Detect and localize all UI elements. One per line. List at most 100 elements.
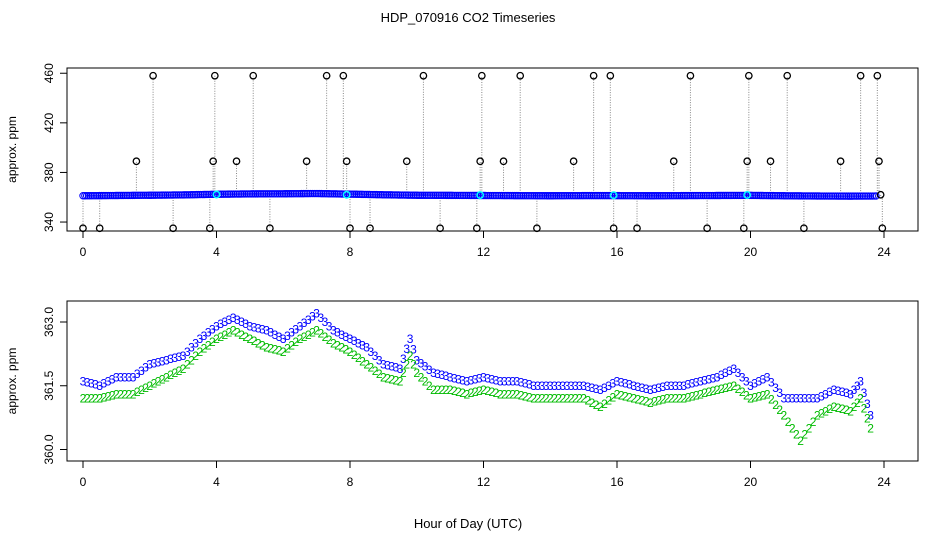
series-2-point: 2 [292, 335, 299, 349]
series-3-point: 3 [288, 326, 295, 340]
series-2-point: 2 [739, 385, 746, 399]
series-3-point: 3 [826, 385, 833, 399]
x-tick-label: 0 [80, 475, 87, 489]
spike-point [800, 224, 808, 233]
series-2-point: 2 [247, 332, 254, 346]
series-3-point: 3 [163, 353, 170, 367]
series-3-point: 3 [660, 380, 667, 394]
series-2-point: 2 [718, 382, 725, 396]
series-2-point: 2 [267, 342, 274, 356]
series-3-point: 3 [867, 409, 874, 423]
series-3-point: 3 [109, 372, 116, 386]
spike-point [609, 224, 618, 233]
spike-point [95, 224, 104, 233]
series-2-point: 2 [539, 392, 546, 406]
series-2-point: 2 [255, 336, 262, 350]
series-3-point: 3 [184, 345, 191, 359]
series-3-point: 3 [251, 320, 258, 334]
series-3-point: 3 [509, 375, 516, 389]
series-2-point: 2 [814, 409, 821, 423]
series-2-point: 2 [113, 387, 120, 401]
series-2-point: 2 [209, 335, 216, 349]
series-3-point: 3 [756, 375, 763, 389]
series-3-point: 3 [861, 386, 868, 400]
series-2-point: 2 [117, 387, 124, 401]
series-2-point: 2 [284, 342, 291, 356]
series-3-point: 3 [668, 379, 675, 393]
series-3-point: 3 [864, 397, 871, 411]
series-3-point: 3 [530, 379, 537, 393]
series-3-point: 3 [559, 379, 566, 393]
x-axis-label: Hour of Day (UTC) [414, 516, 522, 531]
series-2-point: 2 [407, 349, 414, 363]
series-3-point: 3 [400, 352, 407, 366]
series-3-point: 3 [589, 381, 596, 395]
series-2-point: 2 [618, 388, 625, 402]
series-2-point: 2 [280, 345, 287, 359]
series-3-point: 3 [393, 361, 400, 375]
series-2-point: 2 [426, 379, 433, 393]
series-2-point: 2 [184, 358, 191, 372]
series-2-point: 2 [601, 397, 608, 411]
series-2-point: 2 [676, 392, 683, 406]
spike-point [875, 157, 883, 166]
series-3-point: 3 [284, 329, 291, 343]
series-3-point: 3 [117, 370, 124, 384]
series-2-point: 2 [468, 386, 475, 400]
series-2-point: 2 [105, 389, 112, 403]
series-2-point: 2 [568, 392, 575, 406]
series-3-point: 3 [171, 351, 178, 365]
spike-point [79, 224, 87, 233]
series-2-point: 2 [664, 392, 671, 406]
plot-frame [66, 67, 919, 232]
spike-point [210, 71, 219, 80]
cyan-point [476, 191, 485, 200]
series-3-point: 3 [651, 382, 658, 396]
series-3-point: 3 [601, 381, 608, 395]
series-3-point: 3 [810, 392, 817, 406]
series-2-point: 2 [347, 345, 354, 359]
series-2-point: 2 [155, 375, 162, 389]
series-2: 2222222222222222222222222222222222222222… [80, 324, 875, 449]
series-2-point: 2 [88, 392, 95, 406]
series-3-point: 3 [205, 326, 212, 340]
series-3-point: 3 [230, 311, 237, 325]
series-3-point: 3 [751, 377, 758, 391]
series-2-point: 2 [847, 404, 854, 418]
series-3-point: 3 [213, 319, 220, 333]
spike-point [339, 71, 348, 80]
series-3-point: 3 [463, 375, 470, 389]
cyan-point [743, 191, 752, 199]
series-2-point: 2 [217, 330, 224, 344]
series-2-point: 2 [134, 385, 141, 399]
series-2-point: 2 [747, 392, 754, 406]
baseline-point [872, 192, 880, 200]
series-2-point: 2 [768, 393, 775, 407]
series-3-point: 3 [472, 372, 479, 386]
series-2-point: 2 [351, 348, 358, 362]
series-3-point: 3 [146, 358, 153, 372]
x-tick-label: 0 [80, 245, 87, 259]
series-3-point: 3 [180, 349, 187, 363]
spike-point [477, 71, 486, 80]
spike-point [346, 224, 354, 233]
series-3-point: 3 [121, 370, 128, 384]
series-2-point: 2 [334, 338, 341, 352]
series-3-point: 3 [451, 371, 458, 385]
series-2-point: 2 [472, 385, 479, 399]
spike-point [743, 157, 752, 166]
series-3-point: 3 [814, 392, 821, 406]
series-3-point: 3 [84, 376, 91, 390]
series-2-point: 2 [705, 385, 712, 399]
series-3-point: 3 [309, 310, 316, 324]
series-3-point: 3 [705, 372, 712, 386]
series-3-point: 3 [196, 332, 203, 346]
series-3-point: 3 [407, 332, 414, 346]
series-3-point: 3 [480, 370, 487, 384]
series-2-point: 2 [835, 401, 842, 415]
series-3-point: 3 [710, 371, 717, 385]
cyan-point [342, 190, 351, 199]
series-3-point: 3 [680, 379, 687, 393]
series-3-point: 3 [338, 328, 345, 342]
